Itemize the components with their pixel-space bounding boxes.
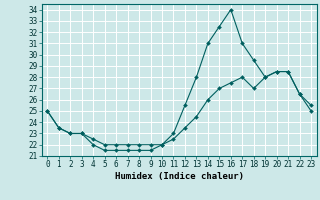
- X-axis label: Humidex (Indice chaleur): Humidex (Indice chaleur): [115, 172, 244, 181]
